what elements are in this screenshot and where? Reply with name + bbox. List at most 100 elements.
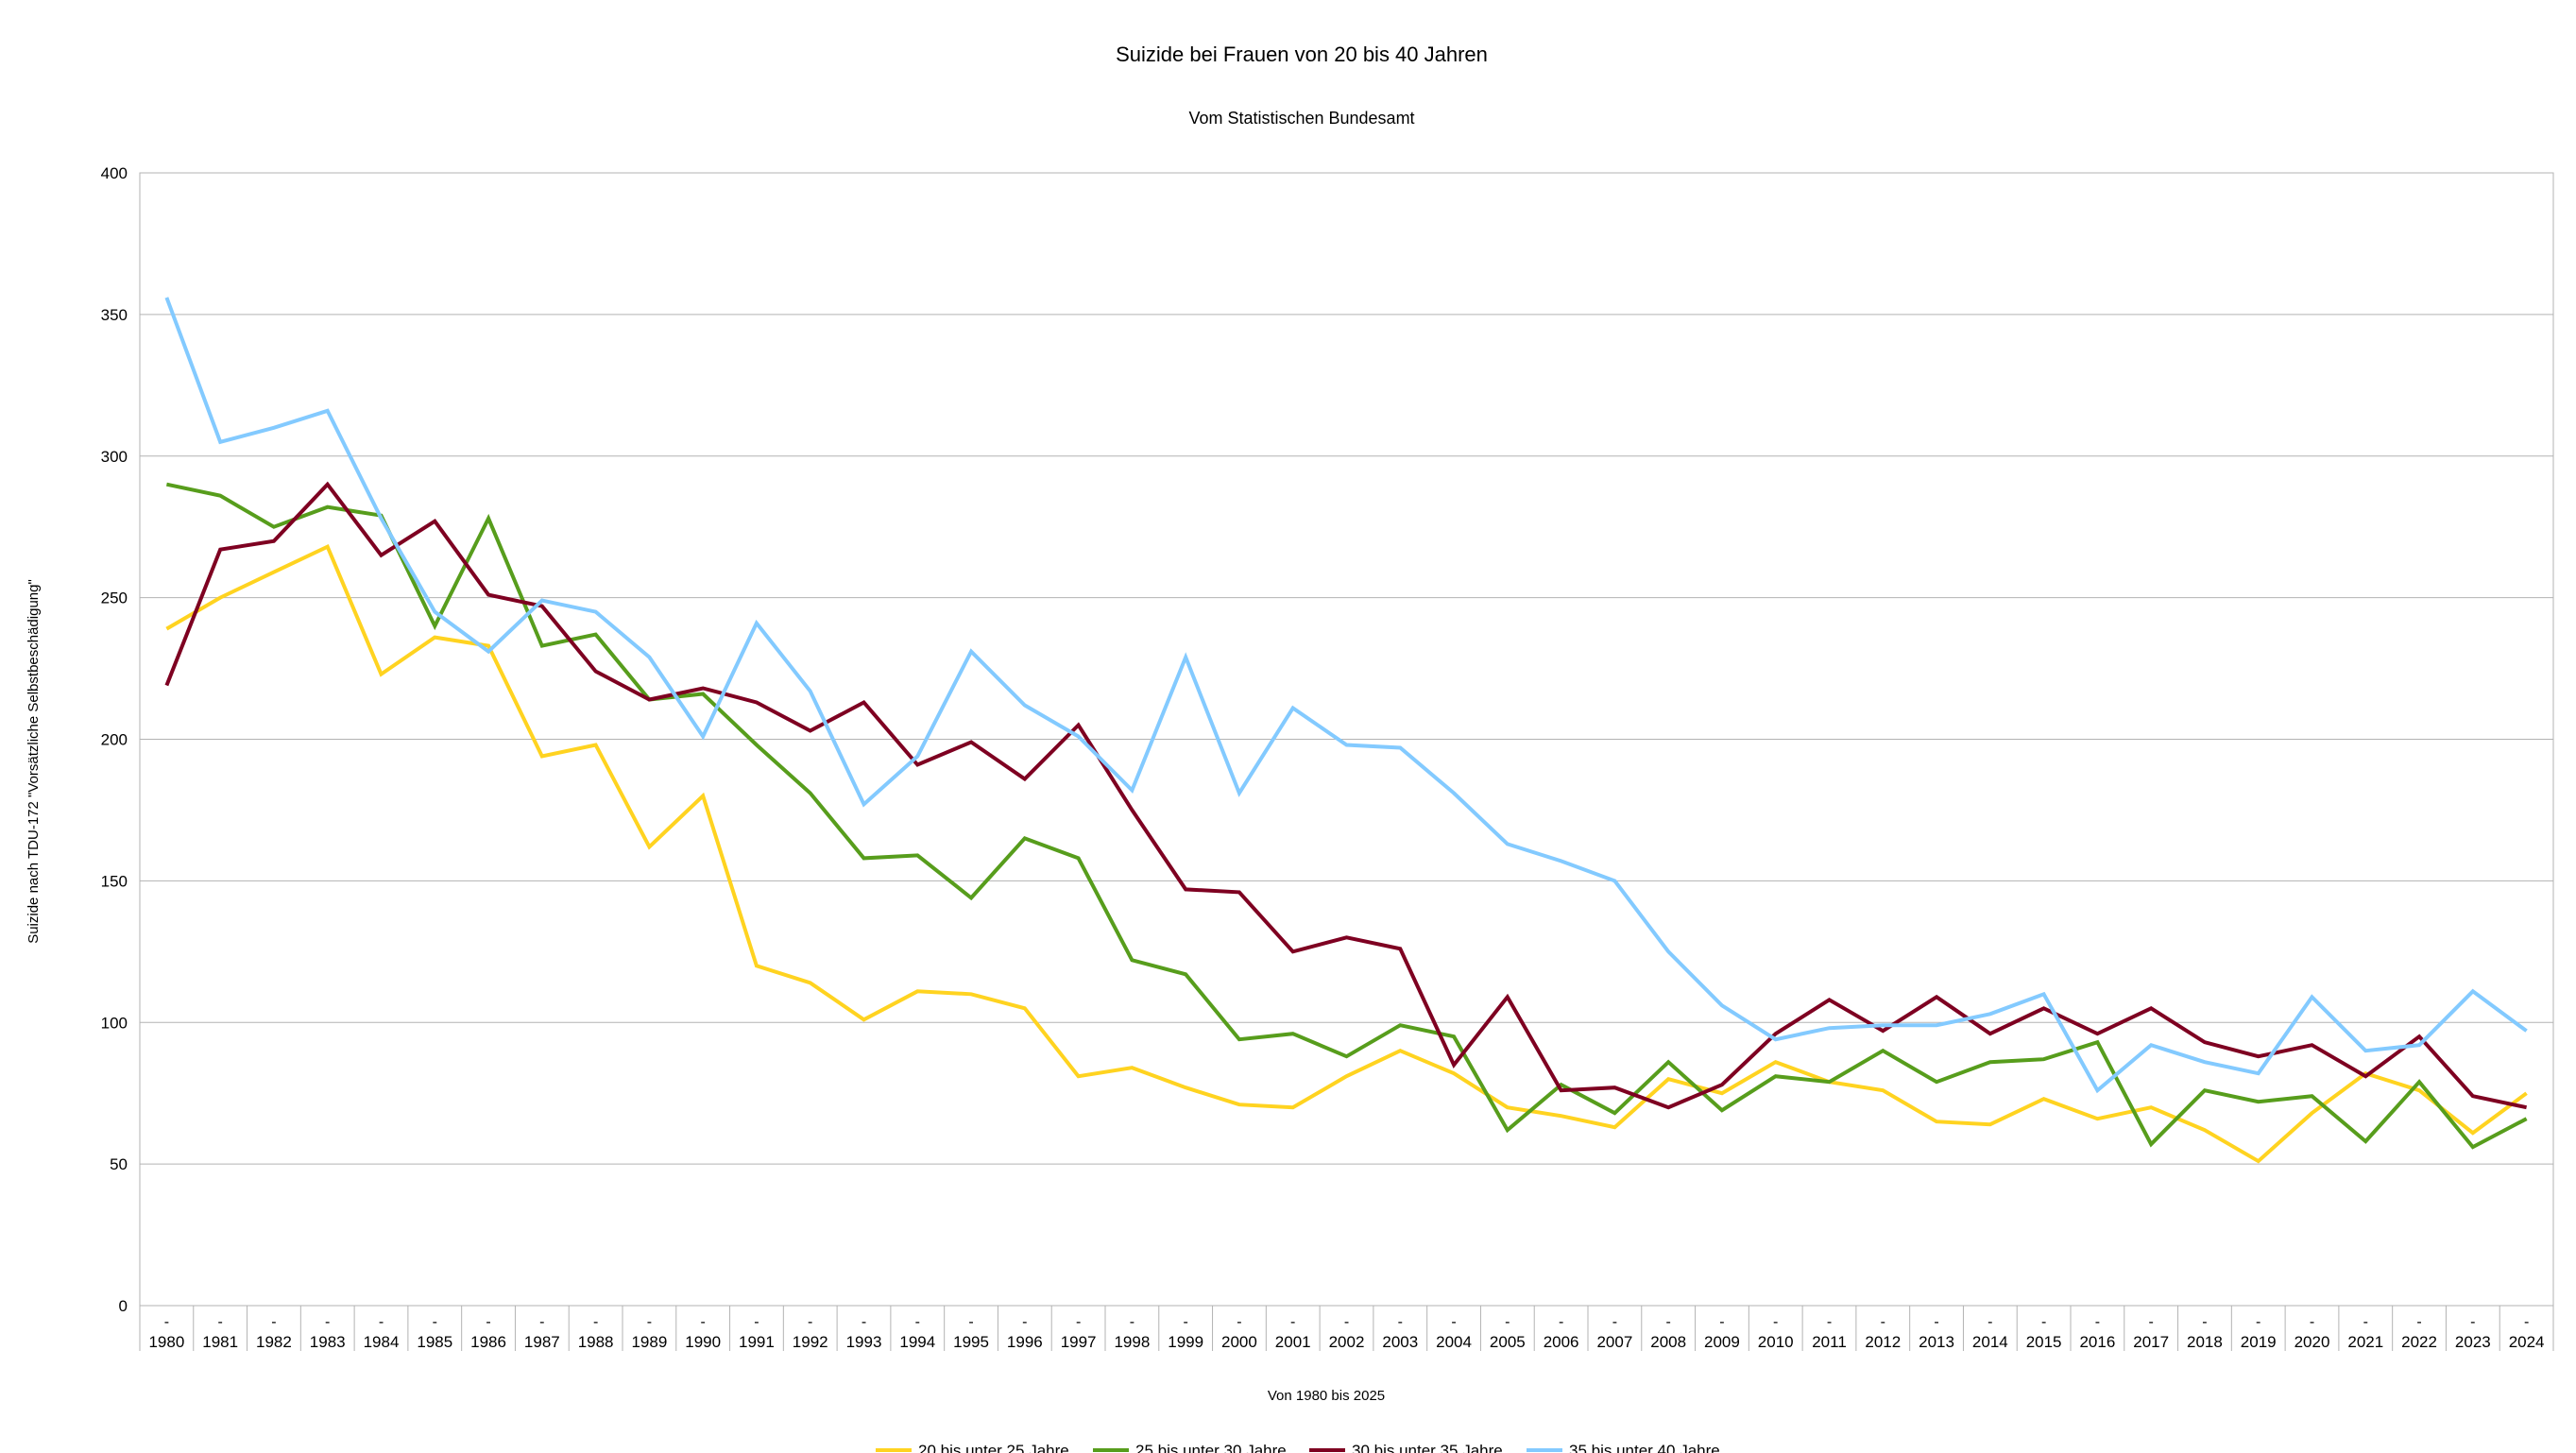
legend-label-3: 30 bis unter 35 Jahre (1352, 1442, 1503, 1453)
x-tick-marker: - (2256, 1314, 2260, 1330)
x-axis-title: Von 1980 bis 2025 (1268, 1388, 1385, 1404)
legend-label-1: 20 bis unter 25 Jahre (918, 1442, 1069, 1453)
x-tick-label: 2008 (1650, 1333, 1686, 1351)
x-tick-label: 1997 (1061, 1333, 1097, 1351)
chart-subtitle: Vom Statistischen Bundesamt (1188, 109, 1414, 128)
x-tick-label: 1991 (739, 1333, 775, 1351)
x-tick-label: 2010 (1758, 1333, 1794, 1351)
x-tick-label: 2011 (1812, 1333, 1847, 1351)
x-tick-marker: - (2095, 1314, 2100, 1330)
y-tick-label: 300 (101, 448, 128, 466)
x-tick-label: 2021 (2347, 1333, 2383, 1351)
x-tick-label: 2004 (1436, 1333, 1472, 1351)
x-tick-label: 2023 (2455, 1333, 2491, 1351)
x-tick-marker: - (1184, 1314, 1188, 1330)
y-tick-label: 150 (101, 872, 128, 890)
x-tick-marker: - (1290, 1314, 1295, 1330)
x-tick-marker: - (2363, 1314, 2368, 1330)
x-tick-label: 2016 (2079, 1333, 2115, 1351)
y-tick-label: 50 (110, 1155, 128, 1173)
legend-label-2: 25 bis unter 30 Jahre (1135, 1442, 1287, 1453)
x-tick-marker: - (2310, 1314, 2314, 1330)
legend-label-4: 35 bis unter 40 Jahre (1569, 1442, 1720, 1453)
series-line-1 (165, 543, 2528, 1164)
series-line-2 (165, 482, 2528, 1150)
x-tick-label: 2019 (2241, 1333, 2277, 1351)
x-tick-label: 2013 (1919, 1333, 1954, 1351)
x-tick-label: 2017 (2133, 1333, 2169, 1351)
x-tick-marker: - (1881, 1314, 1885, 1330)
x-tick-label: 2001 (1275, 1333, 1311, 1351)
x-tick-marker: - (701, 1314, 706, 1330)
x-tick-label: 1990 (685, 1333, 721, 1351)
x-tick-label: 2005 (1490, 1333, 1526, 1351)
x-tick-marker: - (1773, 1314, 1778, 1330)
x-tick-label: 1998 (1114, 1333, 1150, 1351)
x-tick-label: 2007 (1596, 1333, 1632, 1351)
x-tick-marker: - (808, 1314, 812, 1330)
series-line-4 (164, 297, 2528, 1094)
x-tick-marker: - (593, 1314, 598, 1330)
x-tick-marker: - (433, 1314, 437, 1330)
x-tick-marker: - (271, 1314, 276, 1330)
x-tick-label: 1989 (631, 1333, 667, 1351)
x-tick-marker: - (539, 1314, 544, 1330)
x-tick-marker: - (486, 1314, 490, 1330)
y-tick-label: 350 (101, 306, 128, 324)
x-tick-marker: - (2149, 1314, 2154, 1330)
x-tick-label: 1982 (256, 1333, 292, 1351)
x-tick-marker: - (2524, 1314, 2529, 1330)
x-tick-label: 2009 (1704, 1333, 1740, 1351)
x-tick-label: 1985 (417, 1333, 452, 1351)
series-line-3 (164, 481, 2528, 1110)
x-tick-label: 2012 (1865, 1333, 1901, 1351)
x-tick-marker: - (915, 1314, 920, 1330)
x-tick-label: 1995 (953, 1333, 989, 1351)
x-tick-marker: - (1451, 1314, 1456, 1330)
x-tick-label: 2020 (2295, 1333, 2330, 1351)
x-tick-label: 1983 (310, 1333, 346, 1351)
y-tick-label: 400 (101, 164, 128, 182)
y-axis-title: Suizide nach TDU-172 "Vorsätzliche Selbs… (26, 579, 42, 944)
y-tick-label: 100 (101, 1014, 128, 1032)
x-tick-label: 1993 (846, 1333, 882, 1351)
x-tick-marker: - (1934, 1314, 1938, 1330)
x-tick-marker: - (862, 1314, 866, 1330)
x-tick-label: 2000 (1221, 1333, 1257, 1351)
x-tick-label: 1996 (1007, 1333, 1043, 1351)
x-tick-marker: - (1398, 1314, 1403, 1330)
x-tick-label: 1980 (148, 1333, 184, 1351)
x-tick-marker: - (1559, 1314, 1563, 1330)
x-tick-marker: - (325, 1314, 330, 1330)
x-tick-marker: - (1666, 1314, 1671, 1330)
x-tick-label: 1999 (1168, 1333, 1203, 1351)
grid-lines (139, 172, 2554, 1307)
x-tick-marker: - (164, 1314, 169, 1330)
axes: 0 50 100 150 200 250 300 350 400 - 1980 - 1981 - 1982 -… (101, 164, 2554, 1351)
x-tick-label: 1981 (202, 1333, 238, 1351)
x-tick-label: 1984 (364, 1333, 400, 1351)
y-tick-label: 200 (101, 731, 128, 749)
x-tick-marker: - (1076, 1314, 1081, 1330)
x-tick-marker: - (647, 1314, 652, 1330)
x-tick-marker: - (2416, 1314, 2421, 1330)
x-tick-marker: - (1022, 1314, 1027, 1330)
x-tick-marker: - (1719, 1314, 1724, 1330)
x-tick-label: 2006 (1544, 1333, 1579, 1351)
x-tick-label: 2022 (2401, 1333, 2437, 1351)
y-tick-label: 250 (101, 590, 128, 607)
y-tick-label: 0 (119, 1297, 128, 1315)
series-lines (164, 297, 2528, 1164)
x-tick-marker: - (218, 1314, 223, 1330)
x-tick-marker: - (1344, 1314, 1349, 1330)
x-tick-marker: - (379, 1314, 384, 1330)
x-tick-marker: - (754, 1314, 759, 1330)
x-tick-marker: - (1987, 1314, 1992, 1330)
x-tick-marker: - (1827, 1314, 1832, 1330)
x-tick-marker: - (2202, 1314, 2207, 1330)
x-tick-marker: - (1237, 1314, 1241, 1330)
x-tick-label: 1994 (899, 1333, 935, 1351)
x-tick-label: 2024 (2509, 1333, 2545, 1351)
